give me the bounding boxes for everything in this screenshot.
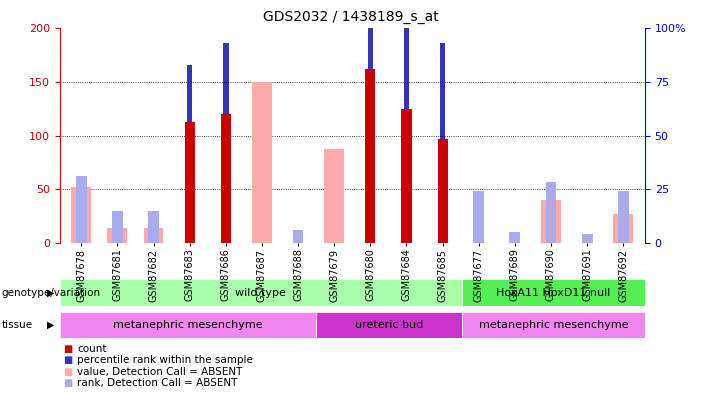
Bar <box>107 228 128 243</box>
Text: value, Detection Call = ABSENT: value, Detection Call = ABSENT <box>77 367 243 377</box>
Bar <box>148 211 159 243</box>
Text: ▶: ▶ <box>48 288 55 298</box>
Bar <box>402 109 411 243</box>
Text: ureteric bud: ureteric bud <box>355 320 423 330</box>
Text: tissue: tissue <box>1 320 32 330</box>
Text: metanephric mesenchyme: metanephric mesenchyme <box>479 320 628 330</box>
Text: ■: ■ <box>63 378 72 388</box>
Bar <box>473 192 484 243</box>
Bar <box>462 279 645 306</box>
Text: metanephric mesenchyme: metanephric mesenchyme <box>113 320 262 330</box>
Bar <box>76 177 87 243</box>
Text: ■: ■ <box>63 367 72 377</box>
Text: wild type: wild type <box>236 288 286 298</box>
Bar <box>221 114 231 243</box>
Bar <box>545 182 557 243</box>
Bar <box>618 192 629 243</box>
Bar <box>365 69 375 243</box>
Bar <box>404 26 409 243</box>
Bar <box>184 122 195 243</box>
Bar <box>367 20 373 243</box>
Text: ■: ■ <box>63 356 72 365</box>
Bar <box>582 234 592 243</box>
Text: rank, Detection Call = ABSENT: rank, Detection Call = ABSENT <box>77 378 238 388</box>
Bar <box>60 312 315 338</box>
Text: percentile rank within the sample: percentile rank within the sample <box>77 356 253 365</box>
Bar <box>440 43 445 243</box>
Text: HoxA11 HoxD11 null: HoxA11 HoxD11 null <box>496 288 611 298</box>
Bar <box>462 312 645 338</box>
Bar <box>325 149 344 243</box>
Bar <box>112 211 123 243</box>
Bar <box>315 312 462 338</box>
Text: count: count <box>77 344 107 354</box>
Bar <box>437 139 448 243</box>
Bar <box>60 279 462 306</box>
Text: ■: ■ <box>63 344 72 354</box>
Text: genotype/variation: genotype/variation <box>1 288 100 298</box>
Bar <box>252 82 272 243</box>
Bar <box>541 200 561 243</box>
Bar <box>510 232 520 243</box>
Bar <box>223 43 229 243</box>
Text: GDS2032 / 1438189_s_at: GDS2032 / 1438189_s_at <box>263 10 438 24</box>
Bar <box>187 65 192 243</box>
Text: ▶: ▶ <box>48 320 55 330</box>
Bar <box>613 214 633 243</box>
Bar <box>144 228 163 243</box>
Bar <box>72 187 91 243</box>
Bar <box>292 230 304 243</box>
